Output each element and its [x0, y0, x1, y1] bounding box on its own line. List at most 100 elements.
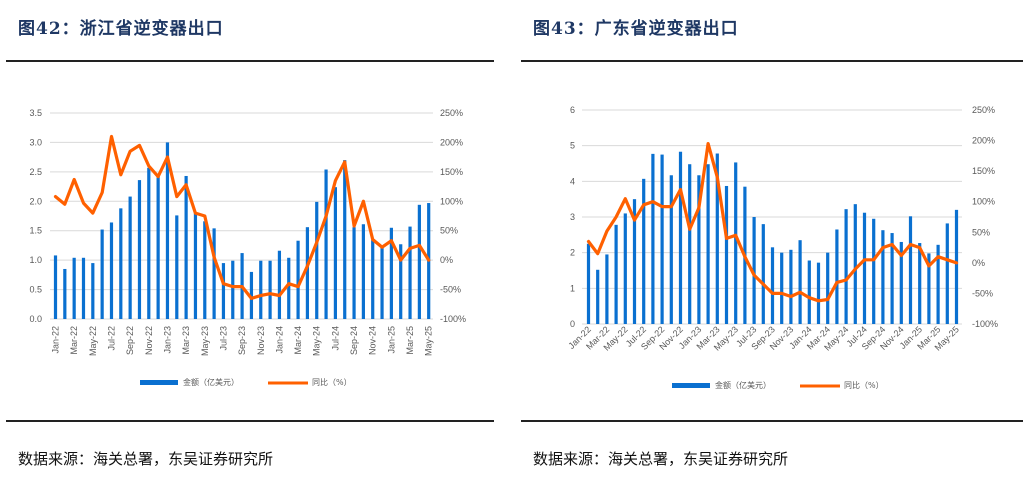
x-tick-label: Sep-23 [237, 326, 247, 355]
legend: 金额（亿美元） 同比（%） [140, 377, 352, 387]
figure-43-panel: 图43：广东省逆变器出口 0 1 2 3 4 5 6 -100% -50% 0% 50% 100% 15… [515, 0, 1029, 481]
y-left-tick-label: 1 [570, 283, 575, 293]
bar [361, 224, 365, 319]
x-tick-label: May-24 [312, 326, 322, 356]
bar [193, 213, 198, 319]
bar [81, 257, 86, 319]
y-left-tick-label: 2.5 [29, 167, 42, 177]
x-tick-label: Jul-23 [218, 326, 228, 351]
x-tick-label: Jan-25 [386, 326, 396, 354]
y-left-tick-label: 0.0 [29, 314, 42, 324]
bar [605, 254, 609, 324]
bar [184, 175, 188, 319]
bar [678, 151, 683, 324]
legend-bar-label: 金额（亿美元） [183, 377, 239, 387]
zhejiang-inverter-export-chart: 0.0 0.5 1.0 1.5 2.0 2.5 3.0 3.5 -100% -50% 0% 50% 10… [29, 108, 466, 387]
data-source-note: 数据来源：海关总署，东吴证券研究所 [18, 450, 274, 468]
bar [175, 215, 179, 319]
y-left-tick-label: 1.0 [29, 255, 42, 265]
bar [761, 224, 765, 324]
bar [147, 167, 151, 319]
bar [770, 247, 775, 324]
y-left-tick-label: 2 [570, 248, 575, 258]
x-tick-label: Sep-24 [349, 326, 359, 355]
bar [632, 199, 637, 324]
y-left-tick-label: 4 [570, 176, 575, 186]
bar [918, 243, 922, 324]
y-right-tick-label: 0% [972, 258, 985, 268]
x-tick-label: Nov-22 [144, 326, 154, 355]
bar [156, 174, 160, 319]
y-right-tick-label: 50% [972, 227, 990, 237]
bar [249, 271, 254, 319]
legend-bar-label: 金额（亿美元） [715, 380, 771, 390]
legend: 金额（亿美元） 同比（%） [672, 380, 884, 390]
y-left-tick-label: 3.5 [29, 108, 42, 118]
bar [872, 218, 876, 324]
bar [660, 154, 664, 324]
bar [119, 208, 123, 319]
y-left-tick-label: 0 [570, 319, 575, 329]
x-tick-label: May-22 [88, 326, 98, 356]
bar [596, 269, 600, 324]
bar [844, 209, 848, 324]
y-right-tick-label: 200% [972, 136, 995, 146]
bar [586, 243, 591, 324]
yoy-line [586, 141, 959, 303]
bar [614, 224, 618, 324]
data-source-note: 数据来源：海关总署，东吴证券研究所 [533, 450, 789, 468]
top-rule [521, 60, 1023, 62]
x-tick-label: Mar-22 [69, 326, 79, 355]
bar [936, 244, 940, 324]
bar [352, 227, 356, 319]
bar [100, 229, 104, 319]
bar [927, 253, 931, 324]
legend-line-label: 同比（%） [312, 377, 352, 387]
bar [109, 222, 114, 319]
y-right-tick-label: -100% [440, 314, 466, 324]
y-right-tick-label: 0% [440, 255, 453, 265]
bar [221, 263, 226, 319]
bar [63, 268, 67, 319]
y-right-tick-label: 100% [440, 196, 463, 206]
x-tick-label: Mar-23 [181, 326, 191, 355]
bar [706, 164, 710, 324]
y-left-tick-label: 6 [570, 105, 575, 115]
bar [399, 244, 403, 319]
bar [807, 260, 811, 324]
bar [417, 204, 421, 319]
legend-line-label: 同比（%） [844, 380, 884, 390]
bar [305, 227, 310, 319]
bar [697, 175, 701, 324]
y-left-tick-label: 3 [570, 212, 575, 222]
bar [287, 257, 291, 319]
bar [389, 227, 393, 319]
yoy-line [53, 134, 431, 300]
y-left-tick-label: 2.0 [29, 196, 42, 206]
y-left-tick-label: 1.5 [29, 226, 42, 236]
y-right-tick-label: -50% [972, 288, 993, 298]
bar [91, 263, 95, 319]
bar-series [586, 151, 959, 324]
legend-bar-swatch [672, 383, 710, 388]
x-tick-label: Sep-22 [125, 326, 135, 355]
bar [945, 223, 949, 324]
bar [826, 252, 830, 324]
bar [789, 249, 793, 324]
bar [259, 260, 263, 319]
legend-bar-swatch [140, 380, 178, 385]
bar [853, 204, 857, 324]
bar [715, 153, 719, 324]
bar [333, 187, 337, 319]
y-left-tick-label: 5 [570, 141, 575, 151]
x-tick-label: May-25 [424, 326, 434, 356]
x-tick-label: Jul-24 [330, 326, 340, 351]
bar [343, 160, 347, 319]
bar [296, 240, 300, 319]
bar [371, 240, 375, 319]
x-tick-label: Nov-23 [256, 326, 266, 355]
guangdong-inverter-export-chart: 0123456-100%-50%0%50%100%150%200%250%Jan… [566, 105, 998, 390]
bar [798, 240, 802, 324]
y-right-tick-label: -50% [440, 285, 461, 295]
bar [890, 233, 894, 324]
